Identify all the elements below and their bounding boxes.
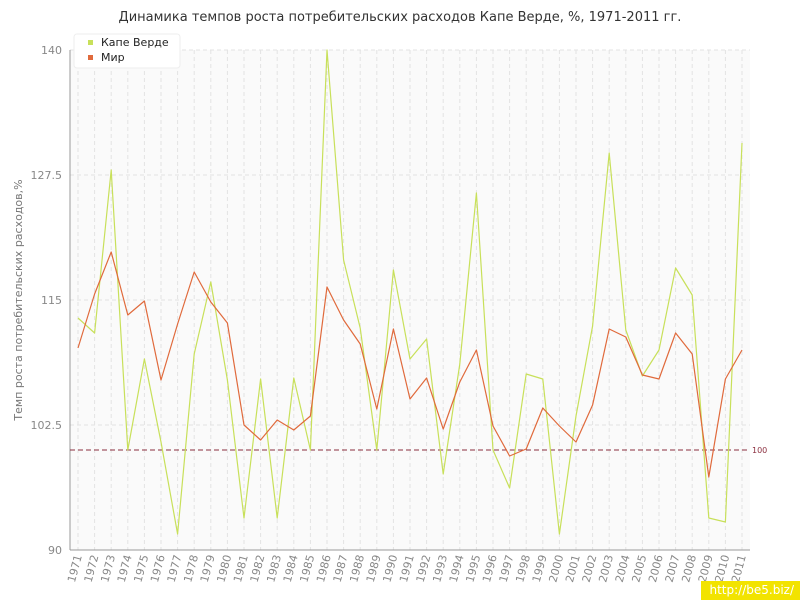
chart-title: Динамика темпов роста потребительских ра…: [118, 10, 682, 25]
y-tick-label: 140: [41, 44, 62, 57]
legend-swatch: [88, 55, 93, 60]
y-tick-label: 127.5: [31, 169, 63, 182]
legend-box: [73, 33, 181, 69]
watermark[interactable]: http://be5.biz/: [701, 581, 800, 600]
y-axis-title: Темп роста потребительских расходов,%: [12, 179, 25, 421]
series-line-world: [77, 251, 743, 478]
legend-label[interactable]: Мир: [101, 51, 125, 64]
y-tick-label: 115: [41, 294, 62, 307]
x-tick-label: 2011: [729, 553, 749, 583]
y-tick-label: 90: [48, 544, 62, 557]
reference-line-label: 100: [752, 446, 767, 455]
y-tick-label: 102.5: [31, 419, 63, 432]
legend-swatch: [88, 40, 93, 45]
series-line-cape-verde: [77, 49, 743, 535]
legend-label[interactable]: Капе Верде: [101, 36, 169, 49]
